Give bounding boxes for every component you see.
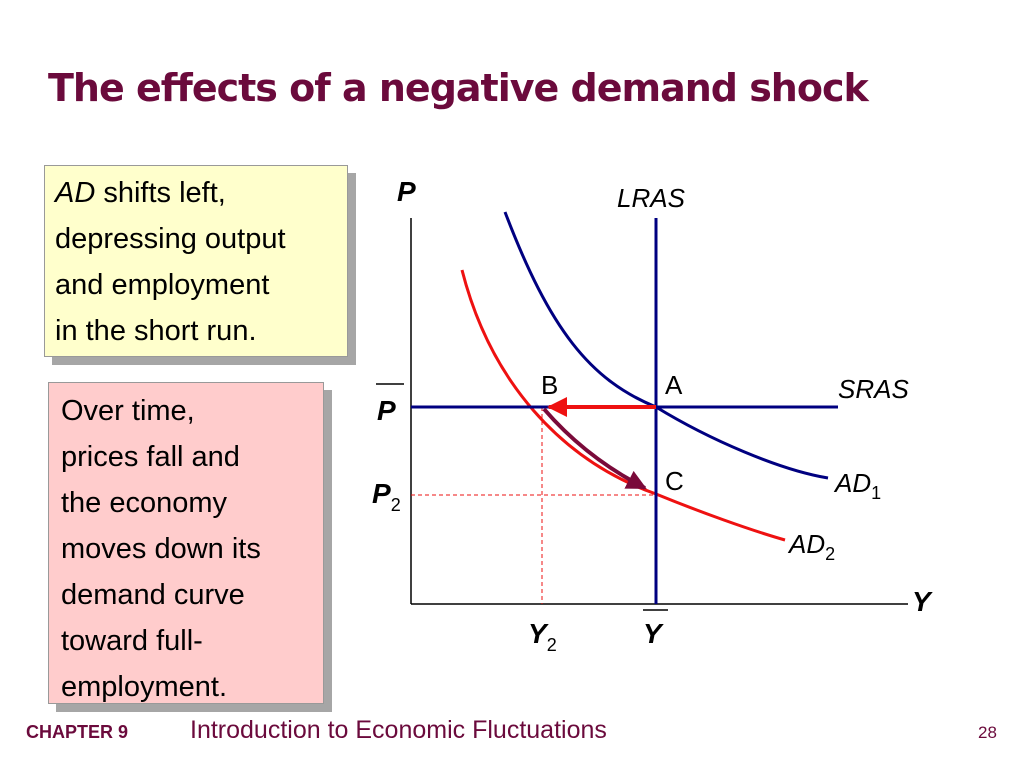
ad1-label-sub: 1 (871, 483, 881, 503)
y-bar-label: Y (643, 618, 664, 649)
ad-term: AD (55, 177, 96, 209)
y2-label-main: Y (528, 618, 549, 649)
p2-label-main: P (372, 478, 391, 509)
sras-label: SRAS (838, 374, 909, 404)
note2-line-3: the economy (61, 487, 228, 519)
point-b-label: B (541, 370, 558, 400)
y2-label: Y2 (528, 618, 557, 655)
note2-line-4: moves down its (61, 533, 261, 565)
p2-label: P2 (372, 478, 401, 515)
note-line-3: and employment (55, 269, 270, 301)
note-line-4: in the short run. (55, 315, 257, 347)
note-line-2: depressing output (55, 223, 286, 255)
slide-title: The effects of a negative demand shock (48, 66, 869, 110)
y2-label-sub: 2 (547, 635, 557, 655)
ad1-label-main: AD (833, 468, 871, 498)
footer-chapter: CHAPTER 9 (26, 722, 129, 742)
ad1-label: AD1 (833, 468, 881, 503)
note2-line-2: prices fall and (61, 441, 240, 473)
note2-line-7: employment. (61, 671, 228, 703)
note2-line-6: toward full- (61, 625, 203, 657)
point-c-label: C (665, 466, 684, 496)
note2-line-1: Over time, (61, 395, 195, 427)
yellow-note-box: AD shifts left, depressing output and em… (44, 165, 348, 357)
ad2-label-sub: 2 (825, 544, 835, 564)
axis-y-label: P (397, 176, 416, 207)
pink-note-box: Over time, prices fall and the economy m… (48, 382, 324, 704)
page-number: 28 (978, 723, 997, 742)
note-line-1: AD shifts left, (55, 170, 347, 216)
p2-label-sub: 2 (391, 495, 401, 515)
move-down-curve-arrow (542, 407, 647, 490)
axis-x-label: Y (912, 586, 933, 617)
p-bar-label: P (377, 395, 396, 426)
ad2-label: AD2 (787, 529, 835, 564)
footer-title: Introduction to Economic Fluctuations (190, 716, 607, 744)
note2-line-5: demand curve (61, 579, 245, 611)
point-a-label: A (665, 370, 683, 400)
note-line-1-rest: shifts left, (95, 177, 226, 209)
lras-label: LRAS (617, 183, 686, 213)
ad2-label-main: AD (787, 529, 825, 559)
ad1-curve (503, 211, 829, 480)
